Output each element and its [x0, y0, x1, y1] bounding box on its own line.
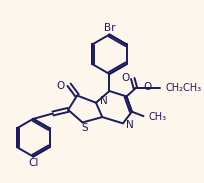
Text: N: N: [126, 120, 134, 130]
Text: O: O: [121, 73, 129, 83]
Text: O: O: [56, 81, 65, 91]
Text: Cl: Cl: [28, 158, 38, 168]
Text: N: N: [100, 96, 107, 106]
Text: S: S: [81, 123, 88, 133]
Text: Br: Br: [104, 23, 115, 33]
Text: CH₂CH₃: CH₂CH₃: [166, 83, 202, 93]
Text: CH₃: CH₃: [149, 112, 167, 122]
Text: O: O: [143, 82, 151, 92]
